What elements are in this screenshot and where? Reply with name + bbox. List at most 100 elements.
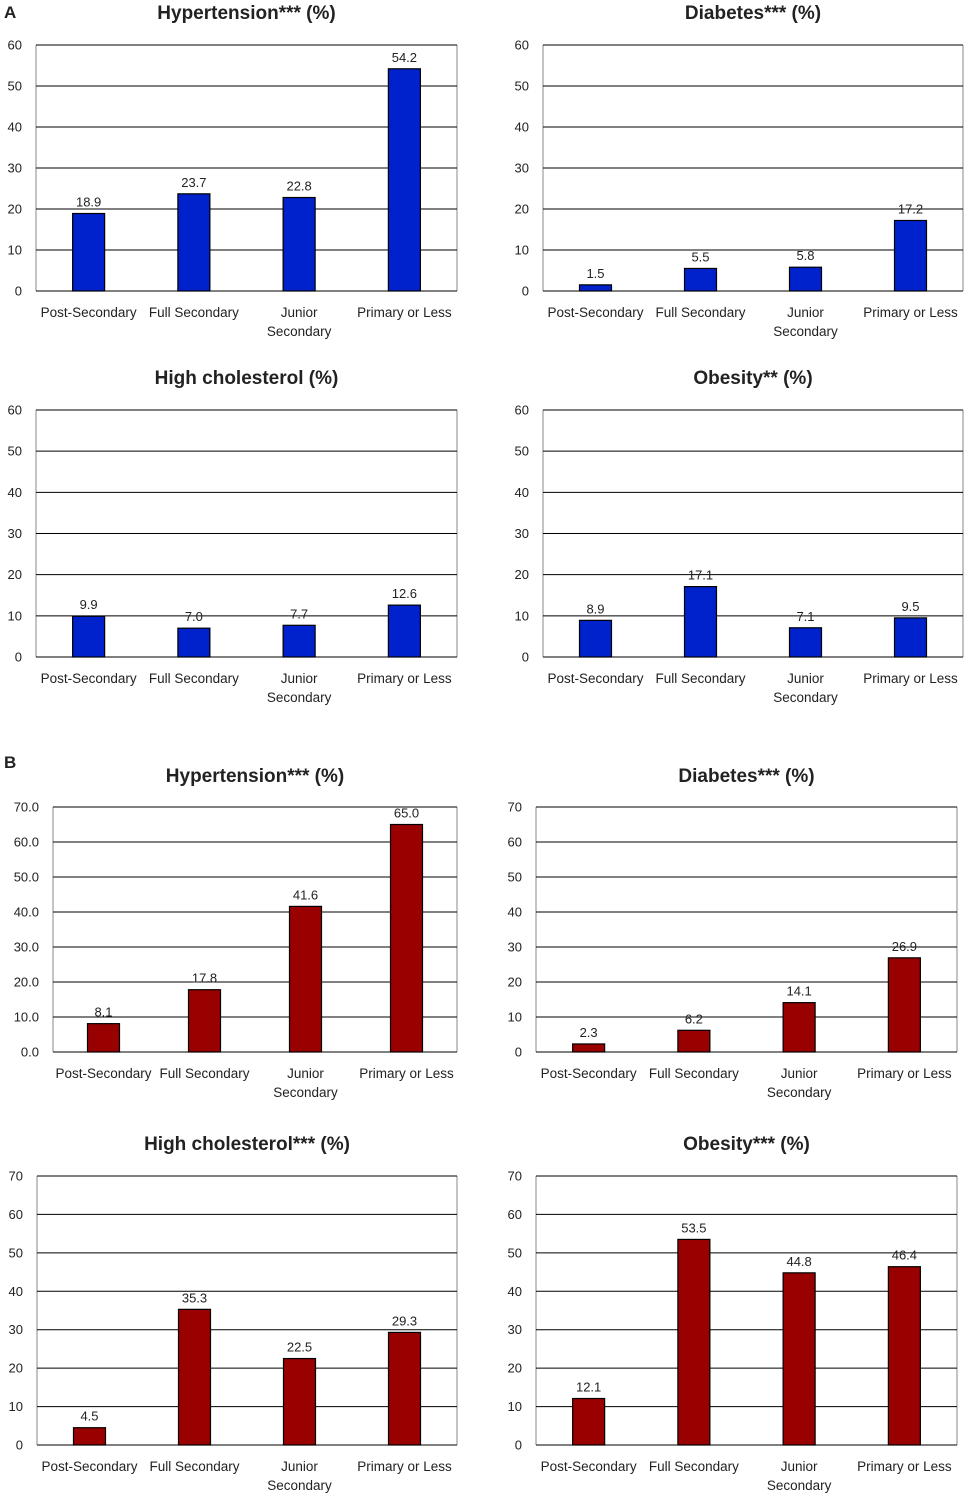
y-tick-label: 70.0 xyxy=(14,800,39,815)
bar xyxy=(387,1331,422,1446)
chart-title: Obesity** (%) xyxy=(693,368,812,389)
y-tick-label: 60 xyxy=(515,38,529,53)
panel-label-a: A xyxy=(4,3,16,22)
bar-value-label: 8.9 xyxy=(586,601,604,616)
y-tick-label: 20 xyxy=(508,975,522,990)
bar xyxy=(387,68,421,292)
x-category-label: Junior Secondary xyxy=(267,1459,332,1493)
x-category-label: Full Secondary xyxy=(159,1066,249,1081)
panel-label-b: B xyxy=(4,753,16,772)
y-tick-label: 40 xyxy=(508,905,522,920)
x-category-label: Primary or Less xyxy=(359,1066,454,1081)
x-category-label: Full Secondary xyxy=(149,305,239,320)
bar xyxy=(887,1266,921,1446)
y-tick-label: 30 xyxy=(8,526,22,541)
bar xyxy=(782,1272,816,1446)
y-tick-label: 60 xyxy=(8,38,22,53)
chart-title: Diabetes*** (%) xyxy=(685,3,821,24)
bar-value-label: 4.5 xyxy=(80,1409,98,1424)
x-category-label: Post-Secondary xyxy=(41,671,137,686)
y-tick-label: 60 xyxy=(515,403,529,418)
y-tick-label: 40 xyxy=(9,1284,23,1299)
x-category-label: Primary or Less xyxy=(357,305,452,320)
bar-value-label: 14.1 xyxy=(786,984,811,999)
bar xyxy=(282,624,316,658)
y-tick-label: 20 xyxy=(8,567,22,582)
x-category-label: Junior Secondary xyxy=(267,305,332,339)
y-tick-label: 0 xyxy=(522,284,529,299)
y-tick-label: 20 xyxy=(515,567,529,582)
y-tick-label: 30.0 xyxy=(14,940,39,955)
bar xyxy=(177,1308,212,1446)
bar-value-label: 17.2 xyxy=(898,201,923,216)
bar xyxy=(72,615,106,658)
y-tick-label: 0 xyxy=(522,650,529,665)
bar xyxy=(72,212,106,292)
y-tick-label: 30 xyxy=(515,526,529,541)
y-tick-label: 10 xyxy=(515,608,529,623)
bar-value-label: 22.8 xyxy=(286,179,311,194)
bar-value-label: 41.6 xyxy=(293,887,318,902)
x-category-label: Junior Secondary xyxy=(273,1066,338,1100)
bar-value-label: 22.5 xyxy=(287,1340,312,1355)
bar xyxy=(578,284,613,292)
x-category-label: Junior Secondary xyxy=(767,1066,832,1100)
bar xyxy=(572,1397,606,1446)
bar xyxy=(578,619,613,658)
x-category-label: Primary or Less xyxy=(863,671,958,686)
y-tick-label: 0 xyxy=(16,1438,23,1453)
chart-7: High cholesterol*** (%) 0 10 20 30 40 50 60 70 4.… xyxy=(9,1134,458,1493)
bar xyxy=(683,586,718,658)
x-category-label: Primary or Less xyxy=(857,1066,952,1081)
y-tick-label: 60 xyxy=(508,835,522,850)
bar-value-label: 46.4 xyxy=(892,1248,917,1263)
x-category-label: Post-Secondary xyxy=(547,671,643,686)
chart-title: High cholesterol*** (%) xyxy=(144,1134,350,1155)
y-tick-label: 0 xyxy=(515,1438,522,1453)
y-tick-label: 40 xyxy=(8,485,22,500)
bar-value-label: 23.7 xyxy=(181,175,206,190)
bar xyxy=(389,823,424,1053)
y-tick-label: 10 xyxy=(508,1010,522,1025)
bar-value-label: 5.8 xyxy=(796,248,814,263)
y-tick-label: 60 xyxy=(508,1207,522,1222)
y-tick-label: 30 xyxy=(9,1322,23,1337)
x-category-label: Primary or Less xyxy=(357,671,452,686)
x-category-label: Full Secondary xyxy=(655,305,745,320)
y-tick-label: 0 xyxy=(515,1045,522,1060)
x-category-label: Full Secondary xyxy=(649,1459,739,1474)
y-tick-label: 10 xyxy=(8,243,22,258)
y-tick-label: 40 xyxy=(508,1284,522,1299)
y-tick-label: 50 xyxy=(9,1245,23,1260)
bar-value-label: 29.3 xyxy=(392,1313,417,1328)
y-tick-label: 40 xyxy=(8,120,22,135)
chart-8: Obesity*** (%) 0 10 20 30 40 50 60 70 12.1 Post-Se… xyxy=(508,1134,958,1493)
bar-value-label: 12.1 xyxy=(576,1380,601,1395)
bar xyxy=(177,627,211,658)
bar xyxy=(677,1029,711,1053)
y-tick-label: 30 xyxy=(8,161,22,176)
x-category-label: Full Secondary xyxy=(149,1459,239,1474)
y-tick-label: 20 xyxy=(9,1361,23,1376)
y-tick-label: 50 xyxy=(8,79,22,94)
y-tick-label: 70 xyxy=(508,1169,522,1184)
y-tick-label: 50 xyxy=(515,444,529,459)
bar-value-label: 17.1 xyxy=(688,568,713,583)
bar-value-label: 26.9 xyxy=(892,939,917,954)
y-tick-label: 0 xyxy=(15,284,22,299)
y-tick-label: 50.0 xyxy=(14,870,39,885)
x-category-label: Junior Secondary xyxy=(773,671,838,705)
x-category-label: Primary or Less xyxy=(857,1459,952,1474)
x-category-label: Full Secondary xyxy=(649,1066,739,1081)
y-tick-label: 30 xyxy=(508,1322,522,1337)
y-tick-label: 0.0 xyxy=(21,1045,39,1060)
bar-value-label: 2.3 xyxy=(580,1025,598,1040)
bar-value-label: 9.5 xyxy=(901,599,919,614)
x-category-label: Primary or Less xyxy=(863,305,958,320)
bar xyxy=(782,1002,816,1053)
y-tick-label: 10 xyxy=(508,1399,522,1414)
chart-3: High cholesterol (%) 0 10 20 30 40 50 60 9.9 Post… xyxy=(8,368,458,705)
y-tick-label: 20 xyxy=(508,1361,522,1376)
bar-value-label: 5.5 xyxy=(691,249,709,264)
